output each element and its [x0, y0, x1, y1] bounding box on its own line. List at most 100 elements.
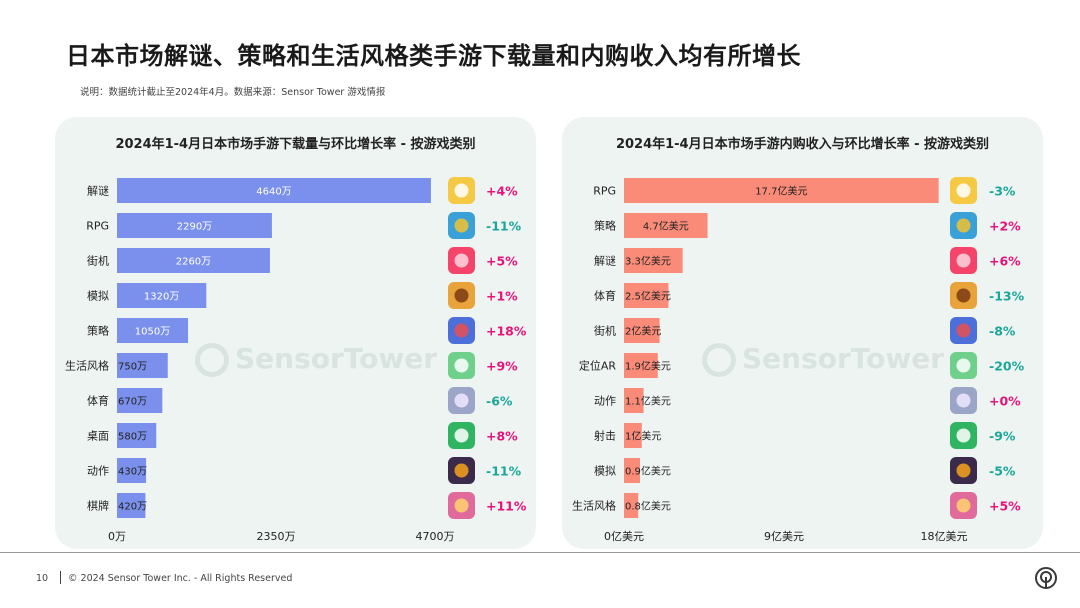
bar-value-label: 4.7亿美元	[643, 220, 689, 233]
icon-detail	[454, 463, 469, 478]
growth-rate-label: +18%	[486, 324, 527, 339]
category-label: 动作	[87, 465, 109, 478]
category-label: 街机	[594, 324, 616, 338]
data-bar	[624, 213, 708, 238]
category-label: 棋牌	[87, 499, 109, 513]
icon-detail	[956, 323, 971, 338]
data-bar	[624, 283, 669, 308]
icon-detail	[956, 498, 971, 513]
growth-rate-label: -13%	[989, 289, 1025, 304]
data-bar	[624, 178, 939, 203]
bar-value-label: 420万	[118, 502, 147, 513]
category-label: 定位AR	[579, 359, 617, 373]
x-tick-label: 0亿美元	[604, 530, 644, 543]
x-tick-label: 18亿美元	[921, 530, 968, 543]
bar-value-label: 4640万	[256, 187, 291, 198]
icon-detail	[956, 253, 971, 268]
category-label: RPG	[593, 185, 616, 198]
x-tick-label: 0万	[108, 530, 126, 543]
growth-rate-label: +5%	[989, 499, 1021, 514]
bar-value-label: 0.8亿美元	[625, 500, 671, 513]
data-bar	[117, 493, 146, 518]
page-title: 日本市场解谜、策略和生活风格类手游下载量和内购收入均有所增长	[66, 42, 801, 70]
category-label: 桌面	[87, 430, 109, 443]
category-label: 解谜	[594, 254, 616, 268]
growth-rate-label: +9%	[486, 359, 518, 374]
bar-value-label: 0.9亿美元	[625, 465, 671, 478]
x-tick-label: 9亿美元	[764, 530, 804, 543]
category-label: 动作	[594, 395, 616, 408]
growth-rate-label: +8%	[486, 429, 518, 444]
icon-detail	[956, 183, 971, 198]
bar-value-label: 3.3亿美元	[625, 255, 671, 268]
growth-rate-label: +5%	[486, 254, 518, 269]
growth-rate-label: +6%	[989, 254, 1021, 269]
icon-detail	[454, 428, 469, 443]
bar-value-label: 1320万	[144, 292, 179, 303]
data-bar	[117, 388, 163, 413]
icon-detail	[454, 253, 469, 268]
growth-rate-label: -8%	[989, 324, 1016, 339]
data-bar	[624, 318, 660, 343]
data-bar	[624, 353, 658, 378]
sensor-tower-watermark-icon	[195, 343, 229, 377]
downloads-chart-title: 2024年1-4月日本市场手游下载量与环比增长率 - 按游戏类别	[115, 137, 476, 152]
growth-rate-label: -5%	[989, 464, 1016, 479]
data-bar	[624, 493, 639, 518]
watermark: SensorTower	[195, 342, 437, 377]
icon-detail	[956, 428, 971, 443]
growth-rate-label: -3%	[989, 184, 1016, 199]
sensor-tower-watermark-icon	[702, 343, 736, 377]
data-bar	[117, 458, 147, 483]
bar-value-label: 750万	[118, 362, 147, 373]
category-label: 策略	[87, 324, 109, 338]
category-label: 射击	[594, 429, 616, 443]
growth-rate-label: +1%	[486, 289, 518, 304]
sensor-tower-logo-icon	[1035, 567, 1057, 589]
category-label: 街机	[87, 254, 109, 268]
x-tick-label: 4700万	[416, 530, 455, 543]
revenue-bar-chart: RPG 17.7亿美元 -3% 策略 4.7亿美元 +2% 解谜 3.3亿美元 +6% 体育 2.5…	[572, 177, 1025, 543]
data-bar	[624, 423, 642, 448]
data-source-note: 说明：数据统计截止至2024年4月。数据来源：Sensor Tower 游戏情报	[80, 87, 386, 98]
data-bar	[624, 388, 644, 413]
category-label: 生活风格	[65, 359, 109, 373]
category-label: 体育	[87, 394, 109, 408]
data-bar	[117, 423, 157, 448]
page-number: 10	[36, 573, 49, 584]
revenue-chart-panel: SensorTower RPG 17.7亿美元 -3% 策略 4.7亿美元 +2% 解谜 3.…	[562, 117, 1043, 549]
data-bar	[117, 318, 189, 343]
category-label: 体育	[594, 289, 616, 303]
icon-detail	[956, 218, 971, 233]
footer-divider	[0, 552, 1080, 553]
category-label: 生活风格	[572, 499, 616, 513]
downloads-chart-panel: SensorTower 解谜 4640万 +4% RPG 2290万 -11% 街机 2260…	[55, 117, 536, 549]
growth-rate-label: -6%	[486, 394, 513, 409]
revenue-chart-title: 2024年1-4月日本市场手游内购收入与环比增长率 - 按游戏类别	[615, 137, 990, 152]
growth-rate-label: -20%	[989, 359, 1025, 374]
icon-detail	[956, 463, 971, 478]
category-label: 解谜	[87, 184, 109, 198]
data-bar	[117, 248, 270, 273]
watermark: SensorTower	[702, 342, 944, 377]
bar-value-label: 1.1亿美元	[625, 395, 671, 408]
icon-detail	[454, 393, 469, 408]
growth-rate-label: +2%	[989, 219, 1021, 234]
data-bar	[624, 458, 640, 483]
bar-value-label: 2.5亿美元	[625, 290, 671, 303]
icon-detail	[454, 183, 469, 198]
data-bar	[624, 248, 683, 273]
bar-value-label: 2亿美元	[625, 325, 661, 338]
bar-value-label: 1.9亿美元	[625, 360, 671, 373]
bar-value-label: 430万	[118, 467, 147, 478]
downloads-bar-chart: 解谜 4640万 +4% RPG 2290万 -11% 街机 2260万 +5% 模拟 1320万 +…	[65, 177, 527, 543]
icon-detail	[956, 358, 971, 373]
bar-value-label: 1亿美元	[625, 430, 661, 443]
growth-rate-label: -9%	[989, 429, 1016, 444]
icon-detail	[956, 288, 971, 303]
category-label: RPG	[86, 220, 109, 233]
growth-rate-label: +0%	[989, 394, 1021, 409]
icon-detail	[454, 323, 469, 338]
bar-value-label: 2260万	[176, 257, 211, 268]
icon-detail	[454, 218, 469, 233]
